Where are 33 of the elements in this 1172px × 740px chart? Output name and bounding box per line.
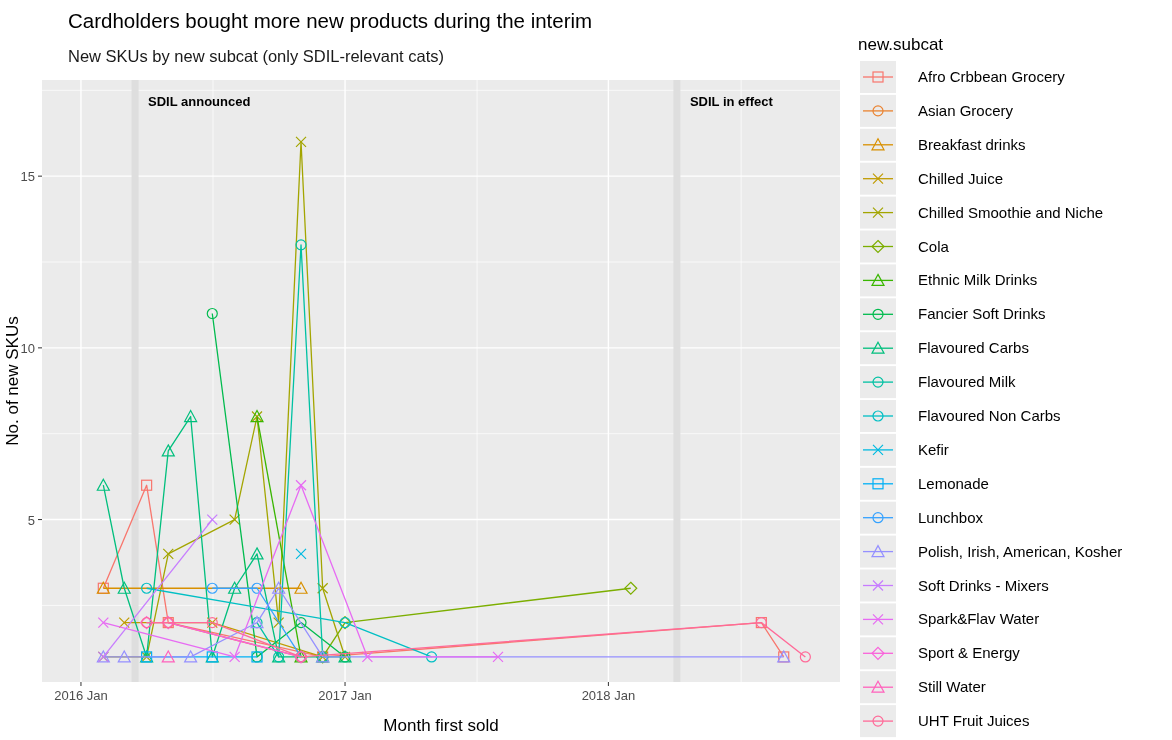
legend-label: Fancier Soft Drinks [918,305,1046,323]
x-tick-label: 2018 Jan [581,688,636,703]
legend-label: Lemonade [918,474,989,492]
chart-title: Cardholders bought more new products during the interim [68,9,593,32]
legend-label: Breakfast drinks [918,135,1026,153]
legend-label: Kefir [918,440,949,458]
x-axis-title: Month first sold [383,716,499,735]
ref-line-label: SDIL in effect [689,94,774,109]
legend-label: Polish, Irish, American, Kosher [918,542,1123,560]
legend-label: Flavoured Carbs [918,339,1029,357]
x-tick-label: 2017 Jan [318,688,372,703]
chart-subtitle: New SKUs by new subcat (only SDIL-relevant cats) [68,47,444,65]
y-tick-label: 10 [20,340,35,356]
x-tick-label: 2016 Jan [54,688,108,703]
legend-label: UHT Fruit Juices [918,712,1030,730]
y-tick-label: 15 [20,169,35,185]
legend-label: Sport & Energy [918,644,1021,662]
legend-label: Ethnic Milk Drinks [918,271,1038,289]
legend-label: Flavoured Non Carbs [918,407,1061,424]
legend-label: Afro Crbbean Grocery [918,68,1066,85]
legend-label: Asian Grocery [918,101,1014,119]
legend-title: new.subcat [858,35,944,54]
legend-label: Spark&Flav Water [918,610,1040,628]
legend-label: Soft Drinks - Mixers [918,576,1049,594]
legend-label: Cola [918,237,950,255]
ref-line-label: SDIL announced [148,94,251,109]
legend-label: Chilled Smoothie and Niche [918,203,1104,221]
legend-label: Chilled Juice [918,169,1004,187]
legend-label: Lunchbox [918,508,984,526]
legend-label: Still Water [918,678,986,696]
y-axis-title: No. of new SKUs [3,316,22,446]
y-tick-label: 5 [27,512,35,528]
legend-label: Flavoured Milk [918,373,1017,391]
